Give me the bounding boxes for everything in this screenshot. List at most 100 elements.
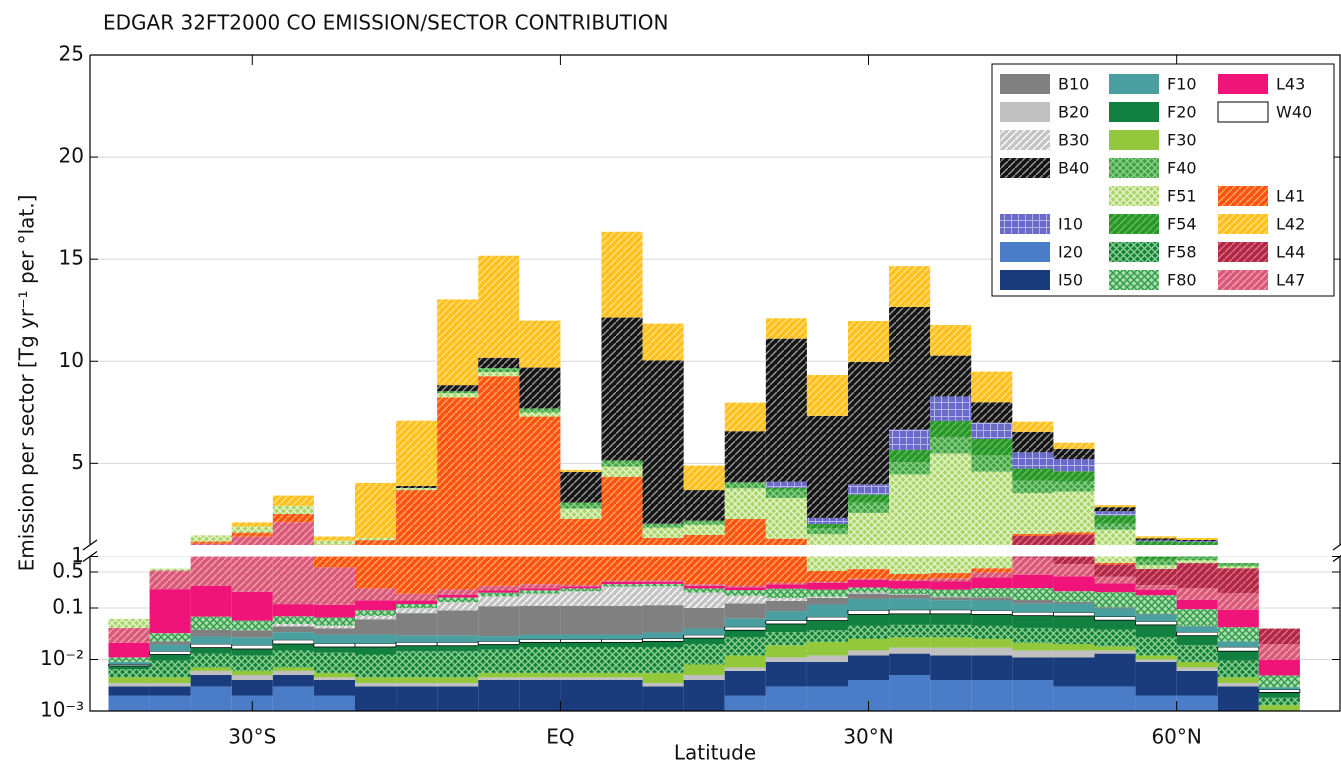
bar-segment xyxy=(971,597,1013,601)
bar-segment xyxy=(519,634,561,640)
bar-segment xyxy=(354,677,397,683)
bar-segment xyxy=(847,609,890,615)
bar-segment xyxy=(601,466,643,477)
bar-segment xyxy=(560,605,602,635)
bar-segment xyxy=(354,682,397,687)
bar-segment xyxy=(601,642,643,647)
bar-segment xyxy=(1094,653,1136,687)
bar-segment xyxy=(437,610,479,636)
bar-segment xyxy=(1135,559,1177,566)
bar-segment xyxy=(1217,682,1259,687)
bar-segment xyxy=(478,679,520,711)
bar-segment xyxy=(149,633,191,642)
bar-segment xyxy=(683,675,725,680)
bar-segment xyxy=(683,592,725,608)
bar-segment xyxy=(1053,628,1095,644)
bar-segment xyxy=(1135,589,1177,596)
bar-segment xyxy=(231,630,273,638)
bar-segment xyxy=(354,610,397,616)
legend-swatch xyxy=(1218,242,1268,262)
bar-segment xyxy=(1258,659,1300,676)
bar-segment xyxy=(806,661,848,687)
bar-segment xyxy=(478,585,520,591)
bar-segment xyxy=(971,679,1013,711)
bar-segment xyxy=(313,652,355,673)
bar-segment xyxy=(1217,651,1259,661)
bar-segment xyxy=(806,582,848,590)
bar-segment xyxy=(724,603,766,619)
bar-segment xyxy=(313,646,355,653)
bar-segment xyxy=(396,677,438,683)
legend-swatch xyxy=(1109,270,1159,290)
bar-segment xyxy=(519,408,561,413)
bar-segment xyxy=(642,583,684,587)
y-tick-label: 15 xyxy=(59,246,84,270)
bar-segment xyxy=(889,675,931,711)
bar-segment xyxy=(971,402,1013,423)
bar-segment xyxy=(806,620,848,631)
y-tick-label: 10⁻³ xyxy=(40,698,84,722)
bar-segment xyxy=(313,567,355,605)
bar-segment xyxy=(437,299,479,386)
bar-segment xyxy=(190,643,233,649)
bar-segment xyxy=(765,632,807,646)
bar-segment xyxy=(765,318,807,339)
bar-segment xyxy=(1258,687,1300,690)
bar-segment xyxy=(1053,442,1095,449)
bar-segment xyxy=(889,574,931,580)
y-tick-label: 10 xyxy=(59,348,84,372)
bar-segment xyxy=(1012,533,1054,536)
bar-segment xyxy=(847,625,890,640)
bar-segment xyxy=(190,653,232,668)
bar-segment xyxy=(765,481,807,488)
bar-segment xyxy=(1012,557,1054,575)
bar-segment xyxy=(971,577,1013,589)
bar-segment xyxy=(560,639,602,643)
legend-label: B30 xyxy=(1058,131,1089,150)
bar-segment xyxy=(683,490,725,521)
bar-segment xyxy=(683,679,725,711)
bar-segment xyxy=(1176,631,1219,637)
bar-segment xyxy=(889,653,931,676)
bar-segment xyxy=(1053,657,1095,687)
bar-segment xyxy=(272,643,314,651)
bar-segment xyxy=(272,505,314,514)
bar-segment xyxy=(313,536,355,541)
bar-segment xyxy=(231,675,273,680)
bar-segment xyxy=(1135,637,1177,656)
bar-segment xyxy=(519,412,561,417)
bar-segment xyxy=(1258,705,1300,711)
bar-segment xyxy=(724,626,767,631)
bar-segment xyxy=(108,682,150,687)
bar-segment xyxy=(1135,659,1177,662)
bar-segment xyxy=(231,526,273,533)
bar-segment xyxy=(971,655,1013,680)
bar-segment xyxy=(601,605,643,635)
bar-segment xyxy=(1053,532,1095,535)
y-tick-label: 0.5 xyxy=(52,559,84,583)
bar-segment xyxy=(806,528,848,535)
bar-segment xyxy=(1094,592,1136,608)
bar-segment xyxy=(478,592,520,597)
bar-segment xyxy=(396,613,438,636)
bar-segment xyxy=(847,512,890,570)
bar-segment xyxy=(1053,491,1095,533)
bar-segment xyxy=(806,616,849,621)
bar-segment xyxy=(683,585,725,589)
legend-swatch xyxy=(1218,74,1268,94)
bar-segment xyxy=(272,667,314,671)
bar-segment xyxy=(930,647,972,656)
legend-swatch xyxy=(1000,102,1050,122)
bar-segment xyxy=(724,618,766,627)
bar-segment xyxy=(149,644,191,652)
bar-segment xyxy=(1094,686,1136,711)
bar-segment xyxy=(847,502,890,513)
bar-segment xyxy=(930,324,972,356)
bar-segment xyxy=(971,371,1013,403)
bar-segment xyxy=(478,596,520,607)
bar-segment xyxy=(560,677,602,680)
bar-segment xyxy=(478,672,520,678)
bar-segment xyxy=(396,490,438,594)
bar-segment xyxy=(765,487,807,490)
legend-label: L43 xyxy=(1276,75,1305,94)
